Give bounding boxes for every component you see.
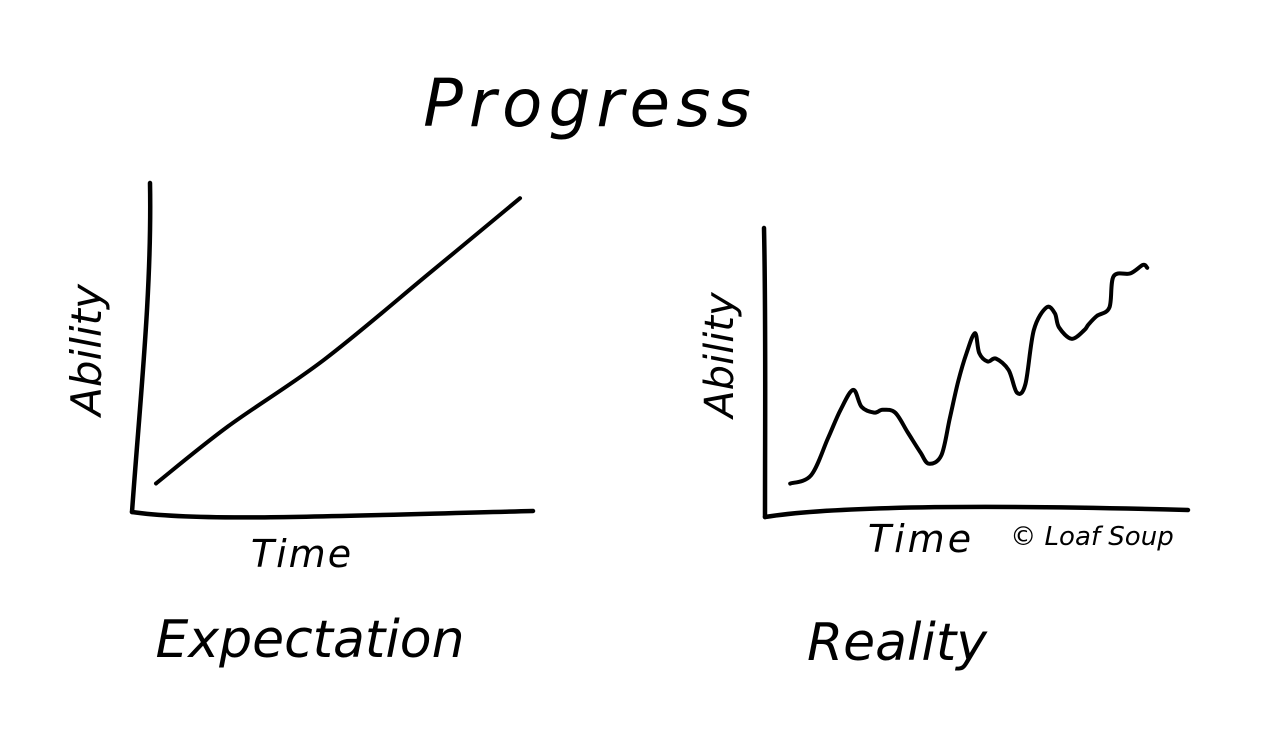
reality-y-label: Ability	[697, 291, 743, 421]
expectation-x-label: Time	[251, 532, 353, 576]
reality-series-line-0	[788, 262, 1150, 486]
expectation-plot-area	[154, 196, 522, 486]
page-title: Progress	[423, 65, 757, 142]
expectation-series-line-0	[154, 196, 522, 486]
reality-caption: Reality	[807, 613, 988, 673]
reality-y-axis	[761, 225, 768, 520]
copyright-watermark: © Loaf Soup	[1010, 522, 1173, 552]
reality-x-axis	[762, 504, 1191, 520]
expectation-chart: Ability Time Expectation	[62, 180, 536, 670]
reality-x-label: Time	[868, 517, 974, 561]
expectation-y-axis	[129, 180, 153, 515]
reality-chart: Ability Time Reality	[697, 225, 1191, 673]
reality-plot-area	[788, 262, 1150, 486]
expectation-caption: Expectation	[155, 610, 464, 670]
expectation-x-axis	[129, 508, 536, 520]
expectation-y-label: Ability	[62, 283, 111, 419]
